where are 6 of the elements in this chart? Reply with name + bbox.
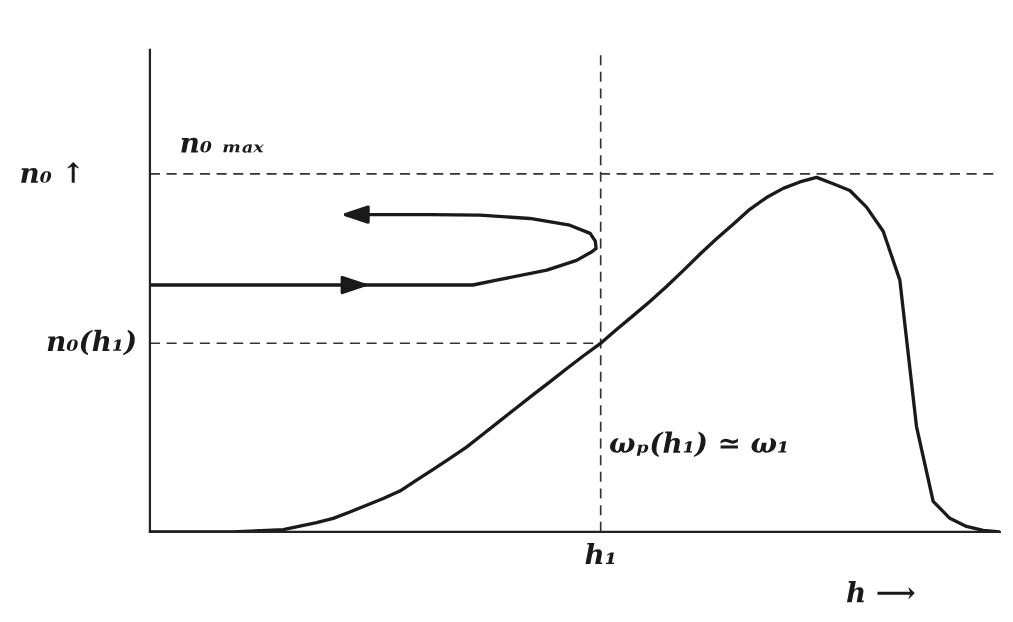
y-axis-title: n₀ ↑ (21, 162, 79, 183)
x-axis-title: h ⟶ (846, 581, 915, 603)
text: n₀ ₘₐₓ (181, 137, 264, 153)
ref-line-label: n₀(h₁) (47, 329, 135, 356)
text: h₁ (585, 542, 615, 565)
annotation: ωₚ(h₁) ≃ ω₁ (610, 431, 787, 458)
